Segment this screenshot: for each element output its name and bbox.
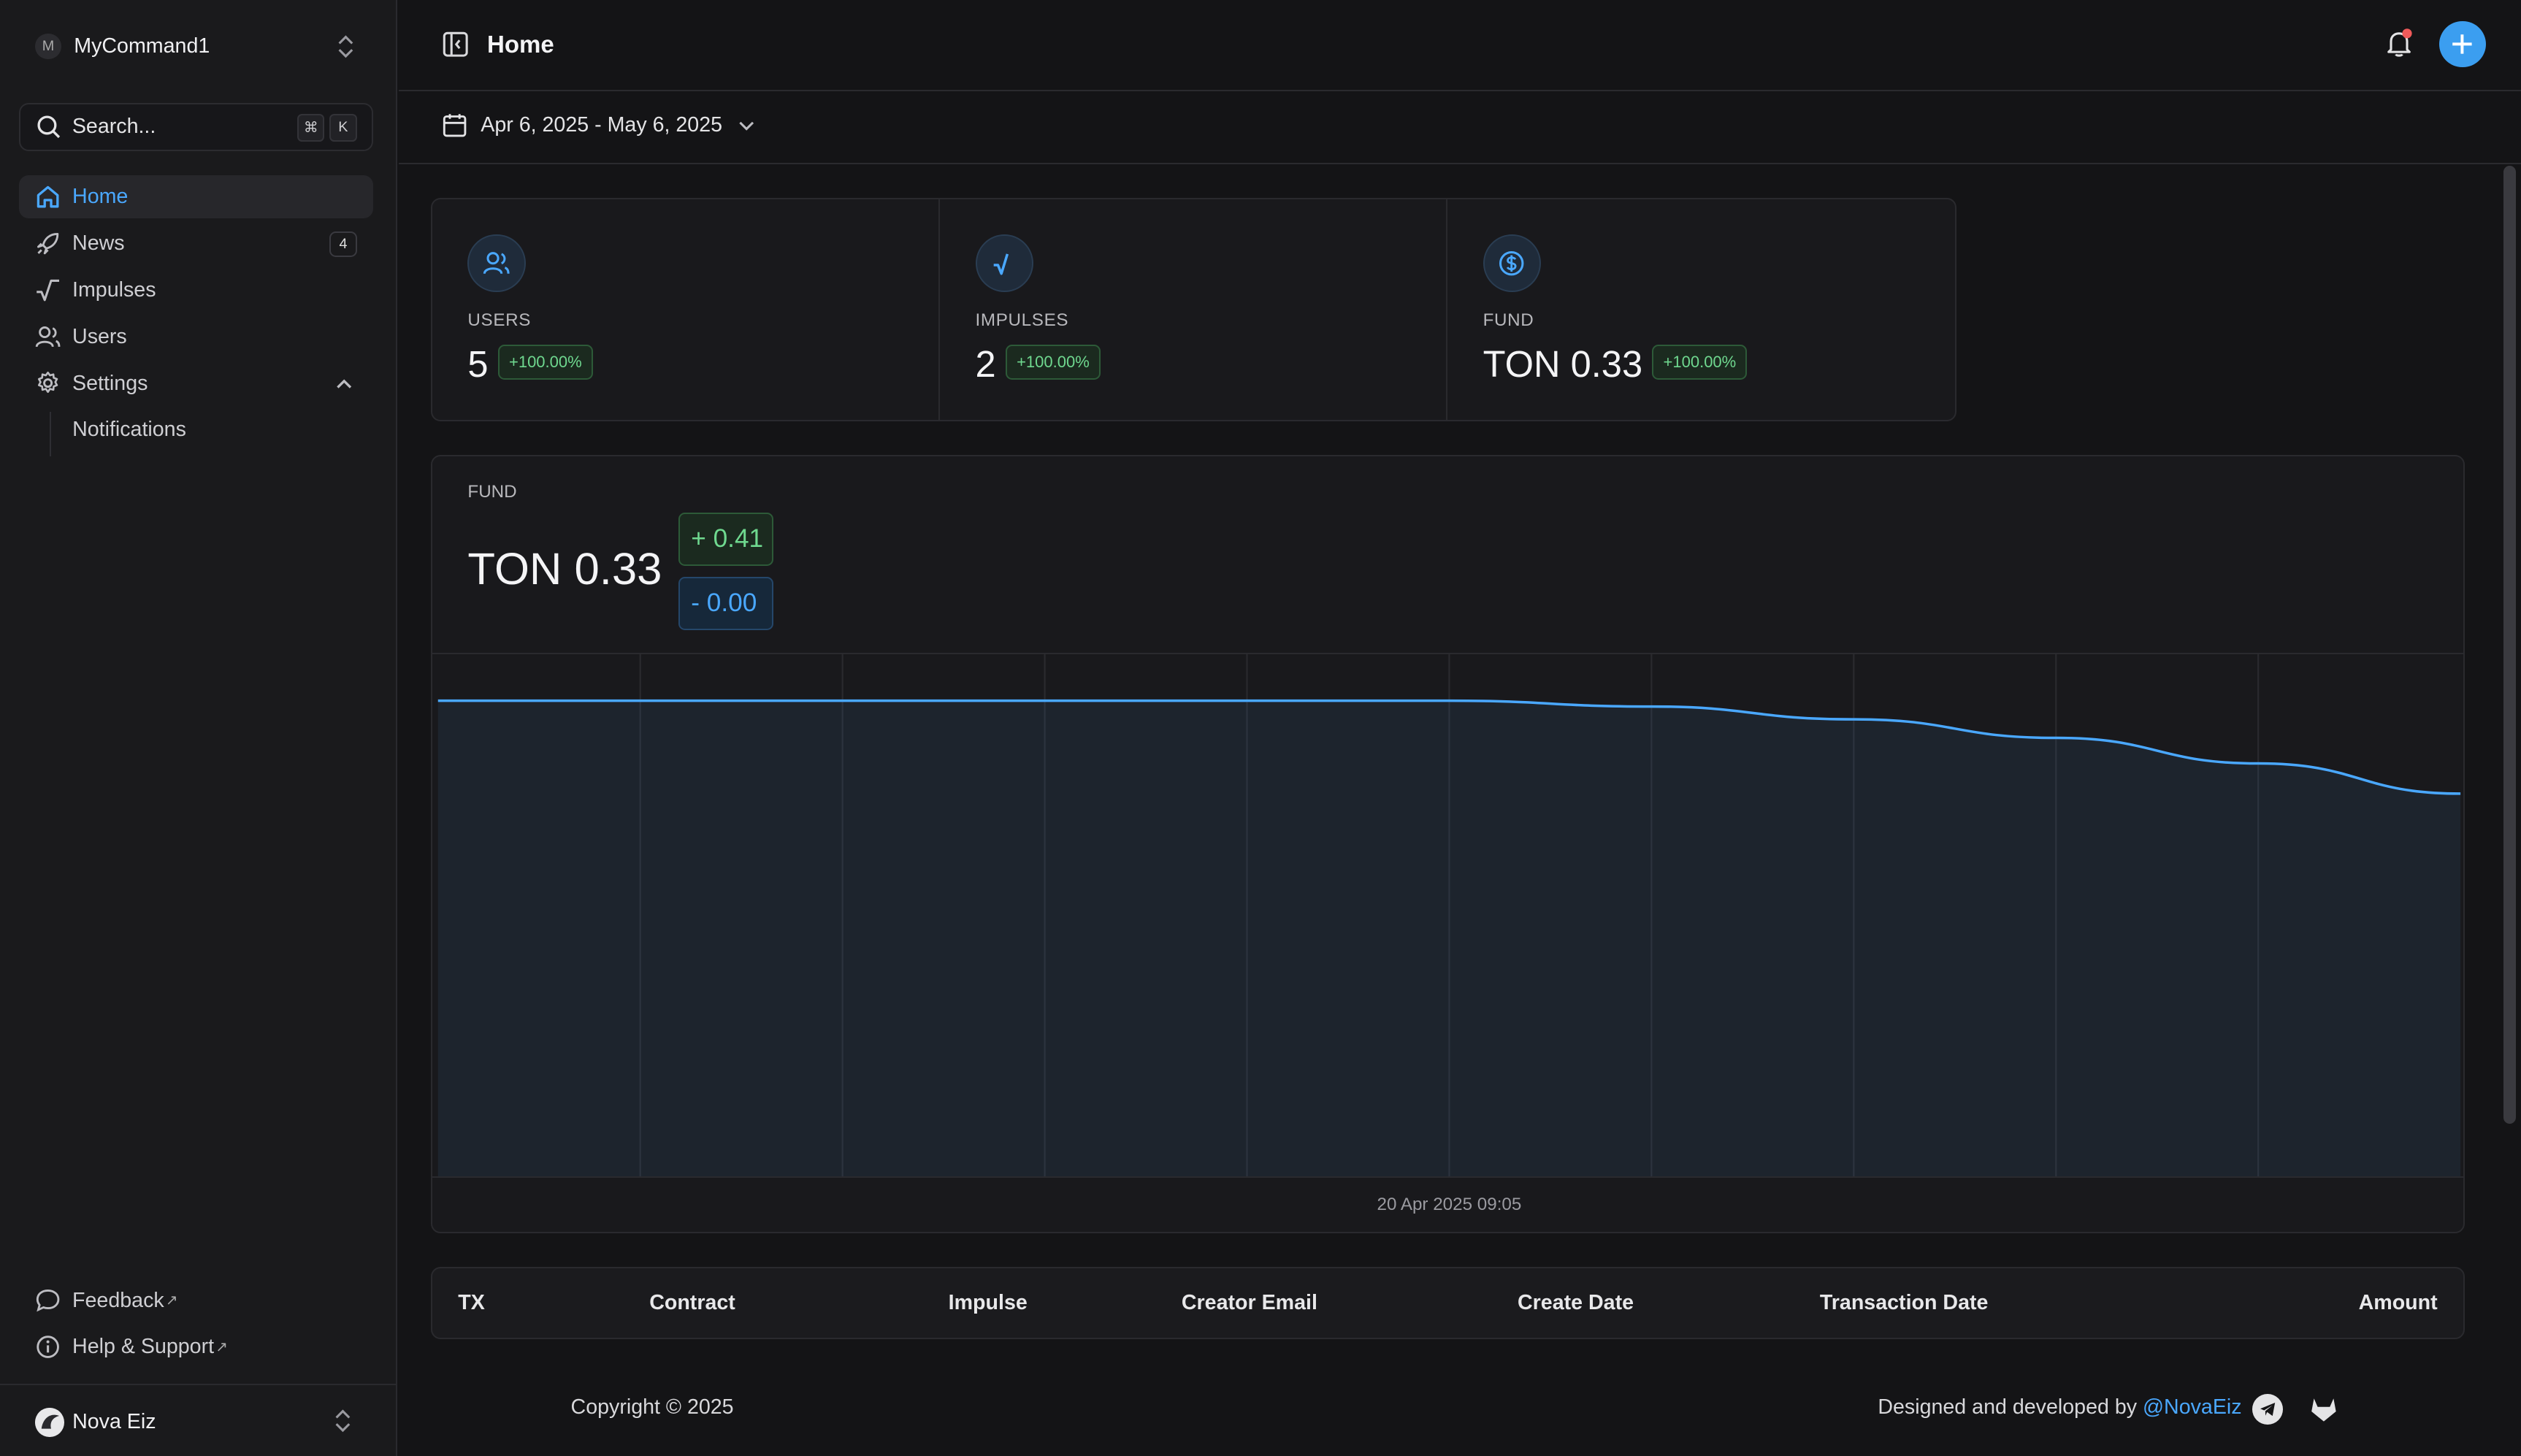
page-title: Home (487, 30, 554, 58)
gitlab-icon[interactable] (2308, 1394, 2339, 1425)
help-support-label: Help & Support (72, 1335, 215, 1359)
date-toolbar: Apr 6, 2025 - May 6, 2025 (398, 91, 2521, 164)
stat-value: 2 (975, 342, 996, 385)
chevrons-updown-icon (338, 35, 353, 58)
x-axis-tick-label: 20 Apr 2025 09:05 (1377, 1194, 1522, 1214)
stat-value-row: 5 +100.00% (467, 342, 593, 386)
info-icon (37, 1336, 60, 1359)
external-link-icon: ↗ (215, 1338, 228, 1355)
stat-value: TON 0.33 (1483, 342, 1643, 385)
stat-change-badge: +100.00% (497, 344, 593, 380)
sidebar-item-label: Home (72, 185, 129, 209)
stat-change-badge: +100.00% (1652, 344, 1748, 380)
stat-label: USERS (467, 310, 532, 330)
stats-cards: USERS 5 +100.00% IMPULSES 2 +100.00% FUND … (431, 197, 1957, 421)
stat-label: IMPULSES (975, 310, 1069, 330)
stat-value-row: 2 +100.00% (976, 342, 1101, 386)
home-icon (37, 185, 59, 208)
sidebar-item-home[interactable]: Home (19, 175, 373, 219)
feedback-label: Feedback (72, 1288, 164, 1312)
credits-text: Designed and developed by @NovaEiz (1878, 1395, 2241, 1419)
search-icon (37, 115, 61, 139)
sidebar-item-label: Users (72, 324, 127, 348)
sidebar-item-users[interactable]: Users (19, 315, 372, 358)
user-name: Nova Eiz (72, 1409, 156, 1433)
stat-value: 5 (467, 342, 489, 385)
gear-icon (38, 372, 58, 394)
transactions-table-header: TX Contract Impulse Creator Email Create… (431, 1266, 2465, 1339)
fund-series-line (437, 699, 2461, 795)
telegram-icon[interactable] (2252, 1393, 2284, 1425)
team-switcher[interactable]: M MyCommand1 (35, 29, 356, 64)
search-button[interactable]: Search... ⌘ K (19, 102, 373, 151)
users-icon (36, 326, 61, 347)
fund-decrease-badge: - 0.00 (678, 577, 773, 630)
column-header-contract[interactable]: Contract (649, 1290, 735, 1314)
chevron-up-icon[interactable] (334, 375, 353, 394)
dollar-circle-icon (1483, 234, 1541, 293)
help-support-link[interactable]: Help & Support ↗ (35, 1334, 228, 1360)
calendar-icon (443, 114, 467, 137)
shortcut-key-k: K (329, 114, 357, 142)
sidebar-item-news[interactable]: News 4 (19, 222, 372, 265)
stat-card-users: USERS 5 +100.00% (432, 199, 941, 420)
column-header-tx[interactable]: TX (458, 1290, 485, 1314)
stat-value-row: TON 0.33 +100.00% (1483, 342, 1748, 386)
team-avatar: M (35, 34, 61, 60)
external-link-icon: ↗ (165, 1292, 178, 1309)
add-button[interactable] (2438, 20, 2486, 68)
search-label: Search... (72, 115, 156, 139)
stat-card-fund: FUND TON 0.33 +100.00% (1447, 199, 1955, 420)
user-menu[interactable]: Nova Eiz (0, 1384, 397, 1456)
column-header-amount[interactable]: Amount (2358, 1290, 2438, 1314)
fund-label: FUND (467, 482, 517, 502)
stat-change-badge: +100.00% (1005, 344, 1101, 380)
fund-area-chart[interactable] (432, 652, 2465, 1179)
stat-label: FUND (1483, 310, 1534, 330)
copyright-text: Copyright © 2025 (570, 1395, 734, 1419)
users-icon (467, 234, 526, 293)
sidebar-toggle-icon[interactable] (442, 31, 469, 58)
rocket-icon (37, 232, 59, 255)
date-range-label: Apr 6, 2025 - May 6, 2025 (481, 113, 723, 137)
date-range-picker[interactable]: Apr 6, 2025 - May 6, 2025 (442, 112, 756, 138)
sidebar: M MyCommand1 Search... ⌘ K Home News 4 I… (0, 0, 397, 1456)
sidebar-item-label: Settings (72, 371, 148, 395)
fund-value: TON 0.33 (467, 543, 662, 594)
fund-chart-card: FUND TON 0.33 + 0.41 - 0.00 20 Apr 2025 … (431, 455, 2465, 1233)
sidebar-item-label: News (72, 231, 125, 256)
credits-prefix: Designed and developed by (1878, 1395, 2143, 1419)
subnav-divider (50, 411, 52, 457)
scrollbar[interactable] (2503, 165, 2517, 1124)
top-bar: Home (398, 0, 2521, 92)
sidebar-item-settings[interactable]: Settings (19, 361, 372, 405)
pulse-icon (37, 279, 60, 302)
team-name: MyCommand1 (74, 34, 210, 58)
feedback-link[interactable]: Feedback ↗ (35, 1287, 177, 1313)
sidebar-item-impulses[interactable]: Impulses (19, 269, 372, 312)
column-header-creator-email[interactable]: Creator Email (1181, 1290, 1317, 1314)
sidebar-item-label: Impulses (72, 277, 156, 302)
author-link[interactable]: @NovaEiz (2143, 1395, 2242, 1419)
column-header-create-date[interactable]: Create Date (1518, 1290, 1634, 1314)
shortcut-key-cmd: ⌘ (297, 114, 325, 142)
stat-card-impulses: IMPULSES 2 +100.00% (940, 199, 1448, 420)
fund-increase-badge: + 0.41 (678, 513, 773, 566)
fund-area-fill (437, 700, 2461, 1177)
sidebar-subitem-notifications[interactable]: Notifications (72, 418, 186, 442)
chevron-down-icon (739, 121, 754, 131)
bell-icon[interactable] (2383, 27, 2415, 59)
pulse-icon (975, 234, 1033, 293)
plus-icon (2452, 34, 2472, 54)
column-header-impulse[interactable]: Impulse (948, 1290, 1028, 1314)
column-header-transaction-date[interactable]: Transaction Date (1819, 1290, 1989, 1314)
avatar (35, 1408, 65, 1437)
chevrons-updown-icon (335, 1409, 350, 1433)
news-count-badge: 4 (329, 231, 357, 258)
chat-icon (37, 1290, 60, 1312)
